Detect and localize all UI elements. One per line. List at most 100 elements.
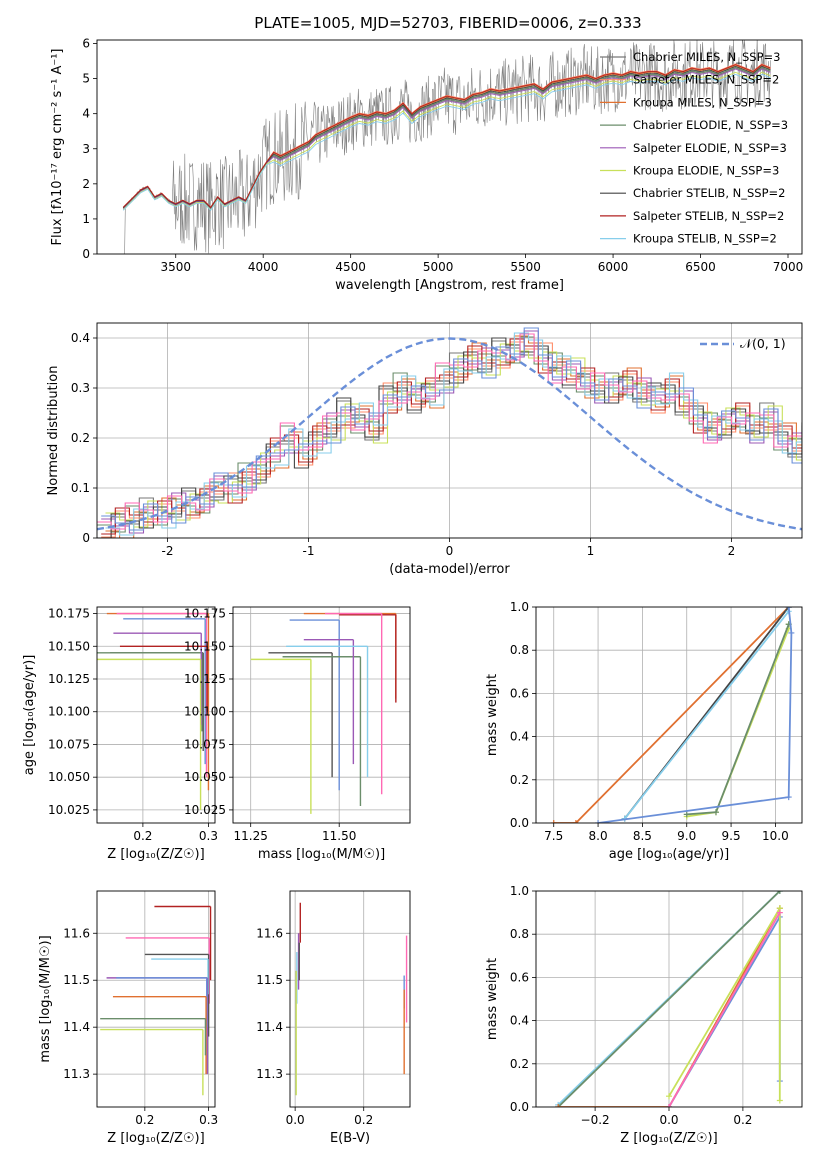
mass-weight-marker [595,820,602,823]
residual-histogram-step [105,343,802,528]
y-tick-label: 1.0 [510,600,529,614]
x-axis-label: Z [log₁₀(Z/Z☉)] [107,847,204,862]
y-axis-label: mass weight [485,674,500,756]
y-tick-label: 11.5 [63,973,90,987]
model-spectrum-line [122,73,771,212]
x-tick-label: 0.2 [354,1113,373,1127]
model-spectrum-line [122,64,771,209]
y-axis-label: Normed distribution [46,366,61,496]
y-tick-label: 0 [82,531,90,545]
legend-label: Kroupa MILES, N_SSP=3 [633,95,772,109]
mass-weight-marker [683,811,690,818]
x-tick-label: 10.0 [762,829,789,843]
y-tick-label: 10.025 [184,803,226,817]
x-tick-label: 5000 [423,260,454,274]
y-tick-label: 3 [82,142,90,156]
mass-weight-line [557,891,781,1107]
axes-frame [96,39,803,255]
x-tick-label: 9.0 [677,829,696,843]
x-axis-label: wavelength [Angstrom, rest frame] [335,278,564,293]
y-tick-label: 11.6 [256,926,283,940]
y-tick-label: 5 [82,72,90,86]
residual-histogram-step [101,327,802,531]
residual-histogram-step [105,332,802,536]
x-tick-label: 4500 [335,260,366,274]
x-axis-label: E(B-V) [330,1131,370,1146]
y-tick-label: 11.4 [63,1020,90,1034]
x-tick-label: 0 [446,544,454,558]
y-tick-label: 4 [82,107,90,121]
y-tick-label: 1.0 [510,884,529,898]
residual-histogram-step [97,333,802,530]
y-tick-label: 10.100 [48,705,90,719]
legend-label: Chabrier MILES, N_SSP=3 [633,50,780,64]
x-tick-label: 0.2 [135,1113,154,1127]
y-tick-label: 0.4 [71,331,90,345]
x-tick-label: 3500 [160,260,191,274]
y-tick-label: 0.6 [510,970,529,984]
x-tick-label: 2 [728,544,736,558]
x-tick-label: -2 [162,544,174,558]
y-tick-label: 10.050 [48,770,90,784]
residual-histogram-step [105,335,802,538]
y-tick-label: 0.3 [71,381,90,395]
y-tick-label: 10.075 [184,737,226,751]
x-tick-label: 5500 [510,260,541,274]
mass-weight-vs-metallicity-plot: −0.2 0.0 0.2 0.0 0.2 0.4 0.6 0.8 1.0 Z [log₁₀(Z/Z… [485,884,803,1146]
x-tick-label: 7.5 [544,829,563,843]
axes-frame [535,606,803,824]
x-tick-label: 1 [587,544,595,558]
mass-weight-marker [666,1093,672,1100]
mass-weight-marker [555,1104,562,1107]
x-tick-label: 0.2 [133,829,152,843]
x-tick-label: 4000 [248,260,279,274]
legend-label: Salpeter ELODIE, N_SSP=3 [633,141,787,155]
x-tick-label: -1 [303,544,315,558]
spectrum-plot: 3500 4000 4500 5000 5500 6000 6500 7000 0 1 2 3 4 5 6 w… [50,37,803,293]
y-tick-label: 0.0 [510,1100,529,1114]
legend-label: Chabrier ELODIE, N_SSP=3 [633,118,788,132]
x-tick-label: 11.25 [234,829,268,843]
y-tick-label: 10.125 [48,672,90,686]
x-tick-label: 0.3 [199,829,218,843]
legend-label: Salpeter STELIB, N_SSP=2 [633,209,784,223]
y-tick-label: 10.175 [184,607,226,621]
y-tick-label: 0.0 [510,816,529,830]
x-axis-label: mass [log₁₀(M/M☉)] [258,847,385,862]
y-tick-label: 10.125 [184,672,226,686]
mass-vs-metallicity-plot: 0.2 0.3 11.3 11.4 11.5 11.6 Z [log₁₀(Z/Z☉)] mas… [38,890,218,1146]
axes-frame [96,606,216,824]
x-tick-label: 8.0 [589,829,608,843]
y-tick-label: 10.175 [48,607,90,621]
plot-area [122,40,771,254]
plot-area [97,607,215,823]
axes-frame [289,890,411,1108]
y-tick-label: 0.2 [71,431,90,445]
x-axis-label: Z [log₁₀(Z/Z☉)] [620,1131,717,1146]
y-tick-label: 10.150 [184,639,226,653]
y-tick-label: 1 [82,212,90,226]
x-tick-label: 0.0 [659,1113,678,1127]
residual-histogram-plot: -2 -1 0 1 2 0 0.1 0.2 0.3 0.4 (data-model)/error No… [46,322,803,577]
mass-weight-marker [776,891,783,894]
y-tick-label: 0.8 [510,643,529,657]
y-tick-label: 10.150 [48,639,90,653]
y-tick-label: 0.1 [71,481,90,495]
mass-vs-ebv-plot: 0.0 0.2 11.3 11.4 11.5 11.6 E(B-V) [256,890,411,1146]
mass-weight-line [597,607,793,823]
x-axis-label: (data-model)/error [389,562,510,577]
plot-area [290,891,410,1107]
x-axis-label: Z [log₁₀(Z/Z☉)] [107,1131,204,1146]
y-axis-label: mass [log₁₀(M/M☉)] [38,935,53,1062]
x-tick-label: 7000 [773,260,804,274]
plot-area [536,607,802,823]
plot-area [97,891,215,1107]
y-tick-label: 2 [82,177,90,191]
x-tick-label: 11.50 [322,829,356,843]
y-tick-label: 11.4 [256,1020,283,1034]
mass-weight-marker [785,794,792,801]
axes-frame [535,890,803,1108]
x-axis-label: age [log₁₀(age/yr)] [609,847,730,862]
model-spectrum-line [122,71,771,211]
